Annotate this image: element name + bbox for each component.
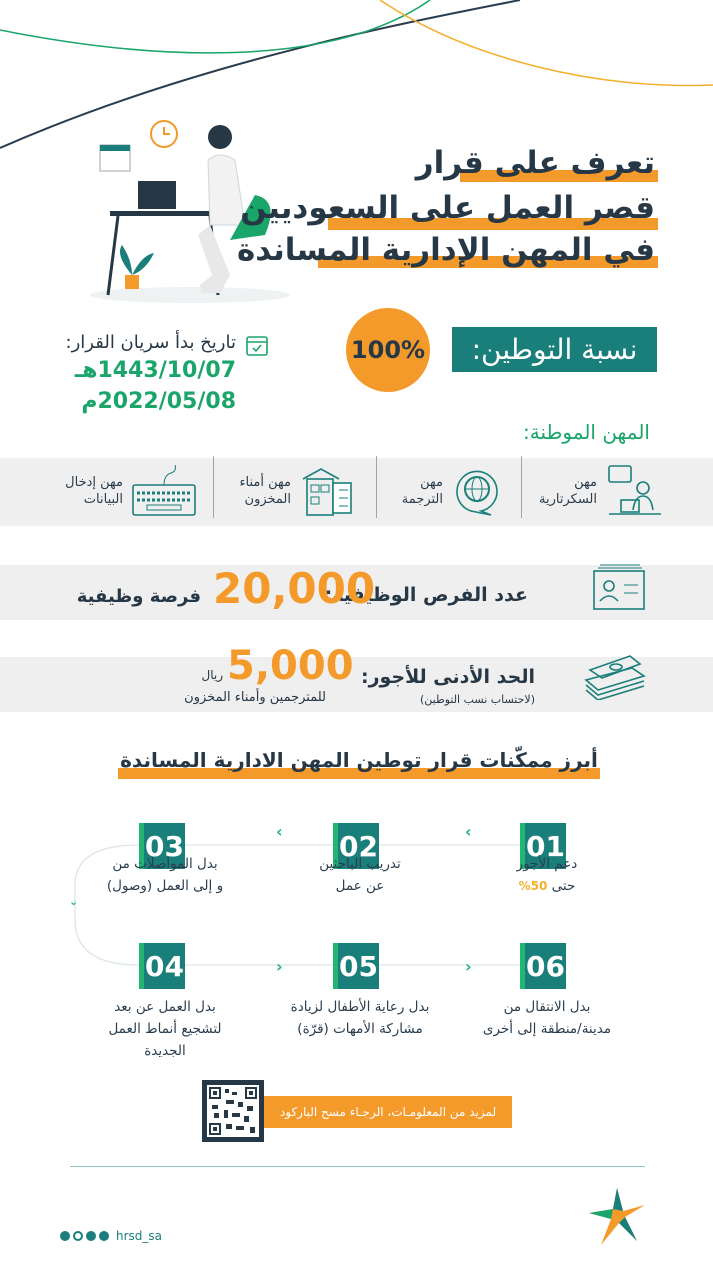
step-number-01: 01 — [520, 823, 566, 869]
step-number-02: 02 — [333, 823, 379, 869]
step-text-01: دعم الأجور حتى 50% — [516, 856, 578, 894]
step-text-05: بدل رعاية الأطفال لزيادة مشاركة الأمهات (… — [290, 999, 430, 1037]
chevron-right-icon: › — [465, 957, 472, 976]
wage-applies-to: للمترجمين وأمناء المخزون — [184, 690, 326, 705]
footer-divider — [70, 1166, 645, 1167]
title-line-1: تعرف على قرار — [415, 145, 655, 181]
wage-band — [0, 657, 713, 712]
secretary-icon — [608, 465, 661, 515]
effective-date-hijri: 1443/10/07هـ — [74, 358, 236, 383]
occupation-secretary: مهن السكرتارية — [539, 456, 663, 526]
title-line-3: في المهن الإدارية المساندة — [236, 232, 655, 268]
step-text-04: بدل العمل عن بعد لتشجيع أنماط العمل الجديد… — [108, 999, 222, 1059]
money-stack-icon — [584, 655, 646, 700]
office-worker-illustration — [90, 120, 290, 303]
facebook-icon[interactable] — [60, 1231, 70, 1241]
chevron-left-icon: ‹ — [465, 822, 472, 841]
keyboard-icon — [132, 465, 196, 516]
instagram-icon[interactable] — [73, 1231, 83, 1241]
occupation-translation: مهن الترجمة — [402, 456, 503, 526]
wage-currency: ريال — [201, 668, 223, 682]
occupations-heading: المهن الموطنة: — [523, 420, 650, 444]
warehouse-checklist-icon — [302, 468, 352, 516]
occupation-data-entry: مهن إدخال البيانات — [65, 456, 197, 526]
effective-date-gregorian: 2022/05/08م — [81, 389, 236, 414]
chevron-left-icon: ‹ — [276, 822, 283, 841]
title-line-2: قصر العمل على السعوديين — [240, 190, 655, 226]
qr-instruction: لمزيد من المعلومـات، الرجـاء مسح الباركو… — [264, 1096, 512, 1128]
localization-value: 100% — [350, 336, 426, 364]
occupation-label: مهن أمناء المخزون — [239, 475, 291, 507]
chevron-down-icon: ⌄ — [69, 895, 79, 908]
occupation-label: مهن السكرتارية — [539, 475, 597, 507]
jobs-value: 20,000 — [213, 564, 376, 613]
step-text-02: تدريب الباحثين عن عمل — [319, 856, 401, 894]
wage-label: الحد الأدنى للأجور: — [360, 666, 535, 688]
youtube-icon[interactable] — [99, 1231, 109, 1241]
effective-date-label: تاريخ بدأ سريان القرار: — [65, 332, 236, 353]
id-card-icon — [593, 564, 645, 610]
localization-badge: 100% — [346, 308, 430, 392]
occupation-warehouse: مهن أمناء المخزون — [239, 456, 355, 526]
jobs-unit: فرصة وظيفية — [76, 586, 201, 607]
decorative-curves — [0, 0, 713, 149]
twitter-icon[interactable] — [86, 1231, 96, 1241]
qr-code[interactable] — [202, 1080, 264, 1142]
jobs-label: عدد الفرص الوظيفية: — [324, 584, 528, 606]
chevron-right-icon: › — [276, 957, 283, 976]
enablers-heading: أبرز ممكّنات قرار توطين المهن الادارية ا… — [120, 748, 598, 772]
wage-note: (لاحتساب نسب التوطين) — [419, 693, 535, 706]
step-text-03: بدل المواصلات من و إلى العمل (وصول) — [106, 856, 224, 894]
calendar-check-icon — [246, 336, 268, 356]
localization-label: نسبة التوطين: — [452, 327, 657, 372]
wage-value: 5,000 — [227, 643, 354, 689]
globe-chat-icon — [456, 470, 498, 516]
step-number-06: 06 — [520, 943, 566, 989]
step-number-05: 05 — [333, 943, 379, 989]
hrsd-logo — [589, 1188, 645, 1245]
step-text-06: بدل الانتقال من مدينة/منطقة إلى أخرى — [482, 999, 612, 1037]
occupation-label: مهن الترجمة — [401, 475, 443, 507]
step-number-03: 03 — [139, 823, 185, 869]
step-number-04: 04 — [139, 943, 185, 989]
social-links: hrsd_sa — [60, 1229, 162, 1243]
social-handle[interactable]: hrsd_sa — [116, 1229, 163, 1243]
occupation-label: مهن إدخال البيانات — [65, 475, 123, 507]
occupations-band — [0, 458, 713, 526]
